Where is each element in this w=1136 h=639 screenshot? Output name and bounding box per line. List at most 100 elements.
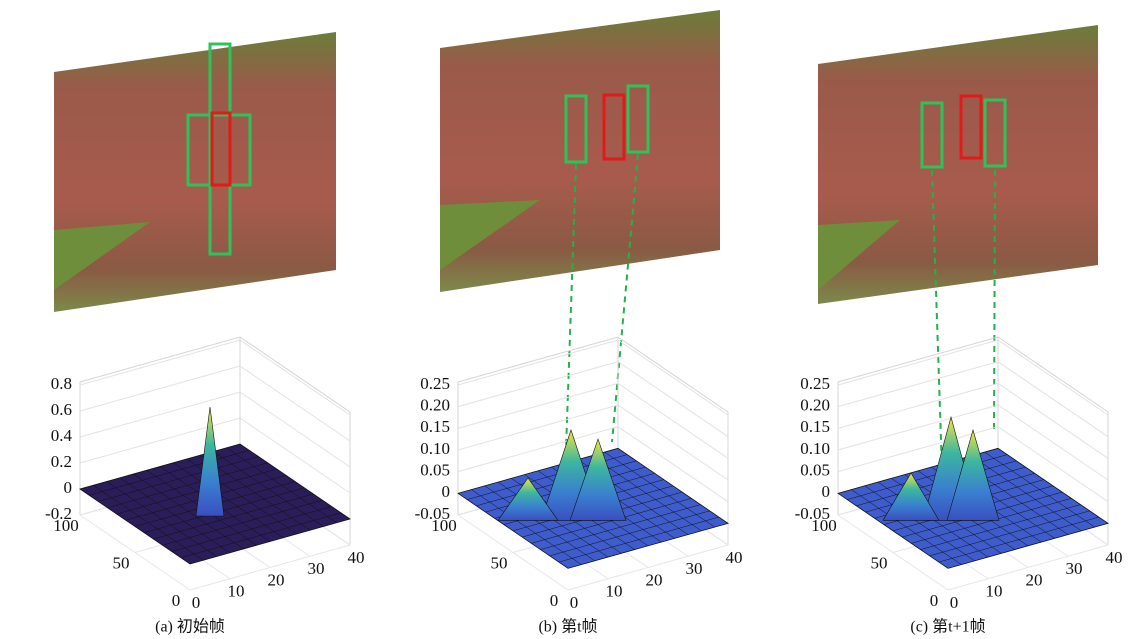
z-tick-label: 0.4 <box>51 426 73 445</box>
grid-line <box>457 426 729 503</box>
grid-line <box>79 417 351 494</box>
box <box>602 93 626 161</box>
surface-mesh <box>604 451 715 528</box>
z-tick-label: 0.05 <box>420 461 450 480</box>
caption: (c) 第t+1帧 <box>910 618 985 636</box>
caption: (b) 第t帧 <box>538 618 597 636</box>
surface-peak <box>195 406 225 517</box>
grid-line <box>79 391 351 468</box>
box <box>983 98 1007 168</box>
photo-grass <box>818 220 900 290</box>
y-tick-label: 0 <box>930 591 939 610</box>
surface-mesh <box>984 451 1095 528</box>
surface-peak <box>569 438 627 521</box>
surface-mesh <box>591 455 702 532</box>
box <box>210 111 232 187</box>
grid-line <box>457 361 729 438</box>
photo <box>818 25 1098 304</box>
surface <box>837 415 1109 569</box>
x-tick-label: 20 <box>1026 570 1043 589</box>
surface-mesh <box>180 512 341 558</box>
z-tick-label: 0.25 <box>800 374 830 393</box>
surface-peak <box>946 428 1000 521</box>
surface-mesh <box>558 516 719 563</box>
x-tick-label: 20 <box>646 570 663 589</box>
z-tick-label: 0.05 <box>800 461 830 480</box>
photo-grass <box>440 200 540 270</box>
box <box>564 94 588 164</box>
z-tick-label: 0.8 <box>51 374 72 393</box>
z-tick-label: 0 <box>442 482 451 501</box>
z-tick-label: -0.2 <box>45 504 72 523</box>
x-tick-label: 30 <box>308 559 325 578</box>
links <box>564 153 996 479</box>
link <box>564 163 577 479</box>
z-tick-label: -0.05 <box>795 504 830 523</box>
box <box>626 84 650 154</box>
z-tick-label: 0.25 <box>420 374 450 393</box>
photos <box>54 10 1098 312</box>
axis-edge <box>837 336 1109 413</box>
y-tick-label: 50 <box>871 553 888 572</box>
z-tick-label: 0 <box>64 478 73 497</box>
grid-line <box>837 339 1109 416</box>
x-tick-label: 0 <box>570 593 579 612</box>
x-tick-label: 10 <box>986 582 1003 601</box>
x-tick-label: 40 <box>1106 548 1123 567</box>
surface-peak <box>882 472 940 521</box>
grid-line <box>837 404 1109 481</box>
grid-line <box>79 339 351 416</box>
y-tick-label: 50 <box>491 553 508 572</box>
surface-peak <box>497 477 559 521</box>
grid-line <box>79 365 351 442</box>
y-tick-label: 100 <box>53 516 79 535</box>
link <box>611 153 639 443</box>
grid-line <box>457 404 729 481</box>
grid-line <box>837 361 1109 438</box>
y-tick-label: 50 <box>113 553 130 572</box>
surface-mesh <box>938 516 1099 563</box>
x-tick-label: 30 <box>686 559 703 578</box>
x-tick-label: 40 <box>726 548 743 567</box>
y-tick-label: 0 <box>550 591 559 610</box>
axis-edge <box>457 336 729 413</box>
z-tick-label: 0.10 <box>800 439 830 458</box>
surface <box>457 429 729 569</box>
z-tick-label: 0.15 <box>420 417 450 436</box>
x-tick-label: 0 <box>950 593 959 612</box>
surface-mesh <box>226 447 337 523</box>
x-tick-label: 0 <box>192 593 201 612</box>
z-tick-label: 0.20 <box>420 396 450 415</box>
x-tick-label: 40 <box>348 548 365 567</box>
surface-mesh <box>971 455 1082 532</box>
grid-line <box>947 544 1109 591</box>
z-tick-label: 0.6 <box>51 400 72 419</box>
grid-line <box>457 382 729 459</box>
z-tick-label: 0 <box>822 482 831 501</box>
z-tick-label: 0.15 <box>800 417 830 436</box>
y-tick-label: 0 <box>172 591 181 610</box>
x-tick-label: 10 <box>606 582 623 601</box>
box <box>920 101 944 169</box>
photo <box>440 10 720 292</box>
x-tick-label: 20 <box>268 570 285 589</box>
z-tick-label: 0.10 <box>420 439 450 458</box>
photo <box>54 32 336 312</box>
grid-line <box>457 339 729 416</box>
grid-line <box>837 426 1109 503</box>
box <box>959 94 983 160</box>
z-tick-label: 0.2 <box>51 452 72 471</box>
axis-edge <box>79 336 351 413</box>
caption: (a) 初始帧 <box>155 618 225 636</box>
grid-line <box>189 544 351 591</box>
z-tick-label: -0.05 <box>415 504 450 523</box>
surface-mesh <box>213 451 324 527</box>
grid-line <box>837 382 1109 459</box>
x-tick-label: 10 <box>228 582 245 601</box>
photo-grass <box>54 222 150 290</box>
surface <box>79 406 351 565</box>
y-tick-label: 100 <box>431 516 457 535</box>
z-tick-label: 0.20 <box>800 396 830 415</box>
x-tick-label: 30 <box>1066 559 1083 578</box>
